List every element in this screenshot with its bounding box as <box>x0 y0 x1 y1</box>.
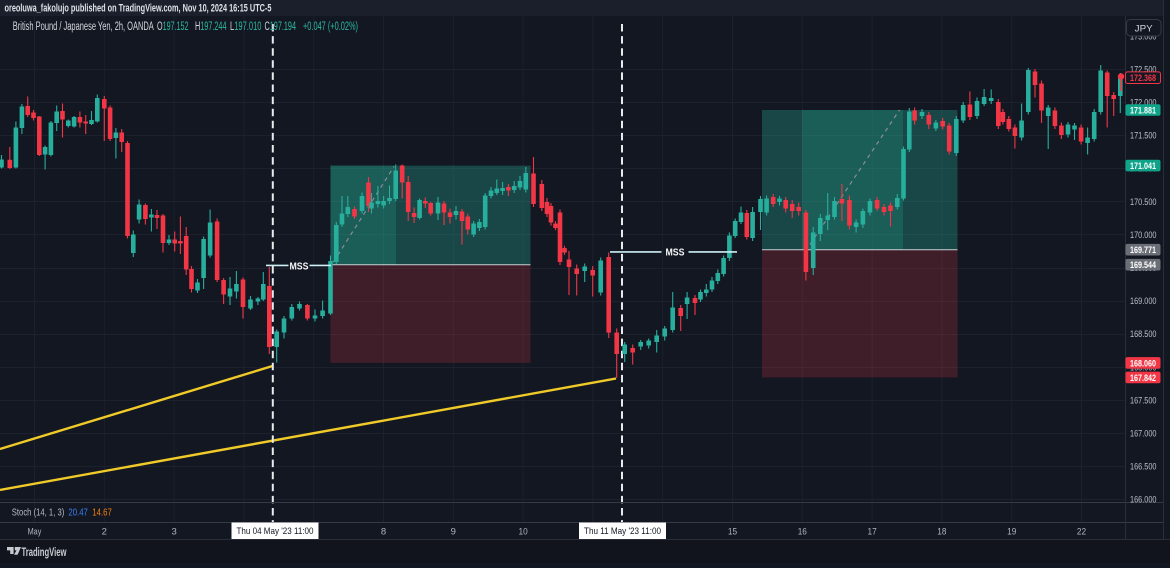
svg-text:15: 15 <box>728 527 737 538</box>
svg-text:British Pound / Japanese Yen,: British Pound / Japanese Yen, 2h, OANDA <box>13 21 154 33</box>
svg-text:20.47: 20.47 <box>68 507 88 519</box>
svg-text:3: 3 <box>171 527 176 538</box>
svg-text:169.544: 169.544 <box>1130 260 1157 271</box>
svg-text:L197.010: L197.010 <box>230 21 262 33</box>
svg-text:8: 8 <box>381 527 386 538</box>
svg-text:18: 18 <box>937 527 946 538</box>
svg-text:172.500: 172.500 <box>1130 64 1157 75</box>
svg-text:22: 22 <box>1077 527 1086 538</box>
svg-text:JPY: JPY <box>1135 23 1154 34</box>
svg-text:19: 19 <box>1007 527 1016 538</box>
svg-text:Thu 04 May '23 11:00: Thu 04 May '23 11:00 <box>237 526 314 537</box>
svg-text:168.060: 168.060 <box>1130 358 1156 369</box>
svg-text:oreoluwa_fakolujo published on: oreoluwa_fakolujo published on TradingVi… <box>5 3 272 15</box>
svg-text:171.041: 171.041 <box>1130 161 1157 172</box>
svg-text:166.500: 166.500 <box>1130 462 1157 473</box>
svg-text:171.881: 171.881 <box>1130 105 1157 116</box>
svg-text:16: 16 <box>798 527 807 538</box>
svg-text:14.67: 14.67 <box>92 507 112 519</box>
svg-text:MSS: MSS <box>666 247 685 259</box>
svg-text:168.500: 168.500 <box>1130 329 1157 340</box>
svg-text:C197.194: C197.194 <box>265 21 297 33</box>
svg-text:May: May <box>28 527 42 538</box>
svg-text:173.000: 173.000 <box>1130 31 1157 42</box>
svg-text:171.500: 171.500 <box>1130 131 1157 142</box>
svg-text:H197.244: H197.244 <box>195 21 227 33</box>
svg-text:169.771: 169.771 <box>1130 245 1157 256</box>
svg-text:Stoch (14, 1, 3): Stoch (14, 1, 3) <box>12 507 65 519</box>
svg-text:166.000: 166.000 <box>1130 495 1157 506</box>
svg-text:170.500: 170.500 <box>1130 197 1157 208</box>
svg-text:167.842: 167.842 <box>1130 373 1156 384</box>
svg-text:2: 2 <box>102 527 107 538</box>
svg-text:TradingView: TradingView <box>22 545 67 559</box>
svg-text:O197.152: O197.152 <box>157 21 189 33</box>
svg-text:167.000: 167.000 <box>1130 429 1157 440</box>
svg-text:170.000: 170.000 <box>1130 230 1157 241</box>
svg-text:169.000: 169.000 <box>1130 296 1157 307</box>
svg-text:172.368: 172.368 <box>1130 73 1156 84</box>
svg-text:Thu 11 May '23 11:00: Thu 11 May '23 11:00 <box>584 526 661 537</box>
svg-text:MSS: MSS <box>290 260 309 272</box>
svg-text:167.500: 167.500 <box>1130 395 1157 406</box>
svg-text:172.000: 172.000 <box>1130 98 1157 109</box>
svg-text:+0.047 (+0.02%): +0.047 (+0.02%) <box>303 21 358 33</box>
svg-text:10: 10 <box>519 527 528 538</box>
svg-text:17: 17 <box>868 527 877 538</box>
svg-text:9: 9 <box>451 527 456 538</box>
